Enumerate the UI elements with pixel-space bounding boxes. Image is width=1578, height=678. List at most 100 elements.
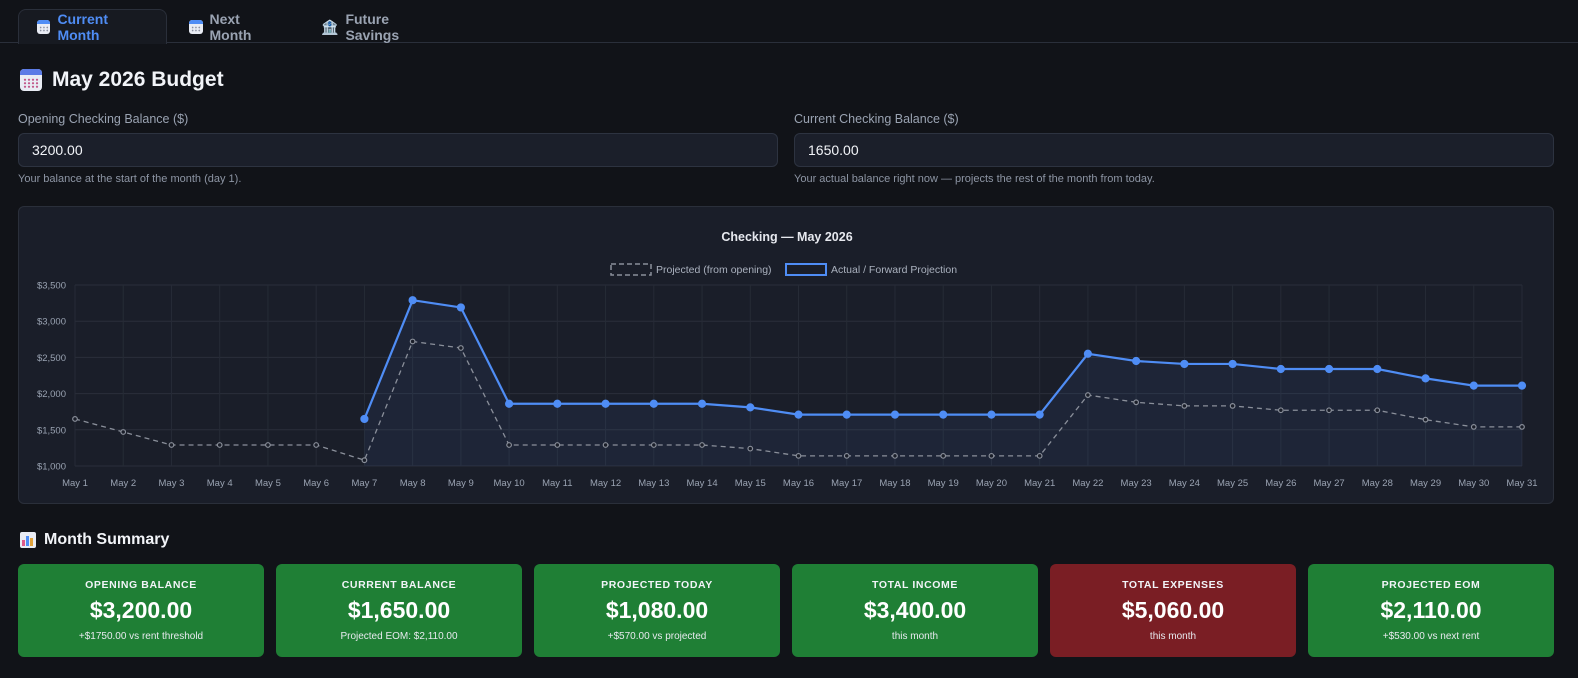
checking-chart: Checking — May 2026 Projected (from openi…	[18, 206, 1554, 504]
actual-point	[842, 410, 851, 419]
x-tick-label: May 14	[686, 478, 717, 489]
y-tick-label: $3,000	[37, 317, 66, 328]
y-tick-label: $1,000	[37, 462, 66, 473]
x-tick-label: May 19	[928, 478, 959, 489]
projected-point	[988, 452, 995, 459]
tab-next-month[interactable]: Next Month	[170, 9, 300, 44]
projected-point	[1277, 407, 1284, 414]
projected-point	[313, 442, 320, 448]
actual-point	[649, 399, 658, 408]
x-tick-label: May 27	[1313, 478, 1344, 489]
projected-point	[1036, 452, 1043, 459]
projected-point	[1422, 416, 1429, 423]
x-tick-label: May 26	[1265, 478, 1296, 489]
card-value: $5,060.00	[1121, 597, 1225, 623]
x-tick-label: May 24	[1169, 478, 1200, 489]
x-tick-label: May 4	[207, 478, 233, 489]
tab-current-month[interactable]: Current Month	[18, 9, 167, 44]
x-tick-label: May 11	[542, 478, 572, 489]
card-label: Current Balance	[341, 579, 457, 591]
calendar-icon	[189, 20, 203, 34]
card-label: Total Income	[872, 579, 958, 591]
total-income-card: Total Income $3,400.00 this month	[792, 564, 1038, 657]
calendar-icon	[37, 20, 51, 34]
actual-point	[1324, 364, 1334, 374]
projected-point	[1519, 424, 1525, 430]
card-value: $1,080.00	[605, 597, 709, 623]
x-tick-label: May 30	[1458, 478, 1489, 489]
card-label: Total Expenses	[1122, 579, 1224, 591]
current-balance-field: Current Checking Balance ($) Your actual…	[794, 112, 1554, 185]
x-tick-label: May 21	[1024, 478, 1055, 489]
total-expenses-card: Total Expenses $5,060.00 this month	[1050, 564, 1296, 657]
actual-point	[1180, 359, 1189, 369]
projected-point	[1326, 407, 1332, 414]
projected-point	[1374, 407, 1381, 414]
x-tick-label: May 2	[110, 478, 136, 489]
projected-point	[699, 442, 705, 448]
current-balance-card: Current Balance $1,650.00 Projected EOM:…	[276, 564, 522, 657]
summary-cards: Opening Balance $3,200.00 +$1750.00 vs r…	[18, 564, 1554, 657]
x-tick-label: May 22	[1072, 478, 1103, 489]
x-tick-label: May 3	[159, 478, 185, 489]
actual-point	[360, 414, 369, 424]
x-tick-label: May 25	[1217, 478, 1248, 489]
card-subtext: this month	[891, 631, 939, 642]
card-subtext: +$530.00 vs next rent	[1382, 631, 1480, 642]
card-value: $3,200.00	[89, 597, 193, 623]
projected-point	[72, 416, 78, 422]
actual-point	[505, 399, 514, 408]
projected-point	[120, 429, 127, 435]
opening-balance-input[interactable]	[18, 133, 778, 167]
actual-point	[1373, 364, 1382, 374]
x-tick-label: May 13	[638, 478, 669, 489]
card-subtext: this month	[1149, 631, 1197, 642]
projected-today-card: Projected Today $1,080.00 +$570.00 vs pr…	[534, 564, 780, 657]
x-tick-label: May 23	[1121, 478, 1152, 489]
card-label: Projected EOM	[1381, 579, 1481, 591]
x-tick-label: May 1	[62, 478, 88, 489]
projected-point	[409, 338, 416, 345]
tab-future-savings[interactable]: 🏦 Future Savings	[302, 9, 454, 44]
actual-point	[601, 399, 610, 408]
opening-balance-hint: Your balance at the start of the month (…	[18, 173, 242, 185]
actual-point	[939, 410, 948, 419]
actual-point	[890, 410, 900, 419]
bar-chart-icon	[20, 532, 36, 548]
card-label: Projected Today	[601, 579, 713, 591]
card-subtext: Projected EOM: $2,110.00	[340, 631, 458, 642]
actual-point	[746, 403, 755, 412]
x-tick-label: May 15	[735, 478, 766, 489]
actual-point	[1469, 381, 1478, 390]
card-subtext: +$1750.00 vs rent threshold	[78, 631, 204, 642]
projected-point	[554, 442, 561, 448]
actual-point	[1132, 356, 1141, 366]
x-tick-label: May 16	[783, 478, 814, 489]
opening-balance-label: Opening Checking Balance ($)	[18, 112, 189, 126]
x-tick-label: May 10	[494, 478, 525, 489]
bank-icon: 🏦	[321, 19, 339, 35]
calendar-icon	[20, 69, 42, 91]
projected-point	[795, 452, 802, 459]
projected-point	[892, 452, 898, 459]
x-tick-label: May 29	[1410, 478, 1441, 489]
tab-bar: Current Month Next Month 🏦 Future Saving…	[0, 0, 1578, 44]
opening-balance-field: Opening Checking Balance ($) Your balanc…	[18, 112, 778, 185]
card-value: $2,110.00	[1380, 597, 1482, 623]
actual-point	[1276, 364, 1285, 374]
projected-point	[650, 442, 657, 448]
card-subtext: +$570.00 vs projected	[607, 631, 707, 642]
projected-point	[216, 442, 223, 448]
projected-eom-card: Projected EOM $2,110.00 +$530.00 vs next…	[1308, 564, 1554, 657]
legend-label-actual: Actual / Forward Projection	[831, 264, 957, 276]
x-tick-label: May 12	[590, 478, 621, 489]
projected-point	[747, 445, 754, 452]
actual-point	[1421, 374, 1430, 383]
actual-point	[1083, 349, 1093, 358]
chart-title: Checking — May 2026	[721, 230, 852, 244]
actual-point	[794, 410, 803, 419]
x-tick-label: May 17	[831, 478, 862, 489]
projected-point	[265, 442, 271, 448]
actual-point	[697, 399, 707, 408]
current-balance-input[interactable]	[794, 133, 1554, 167]
